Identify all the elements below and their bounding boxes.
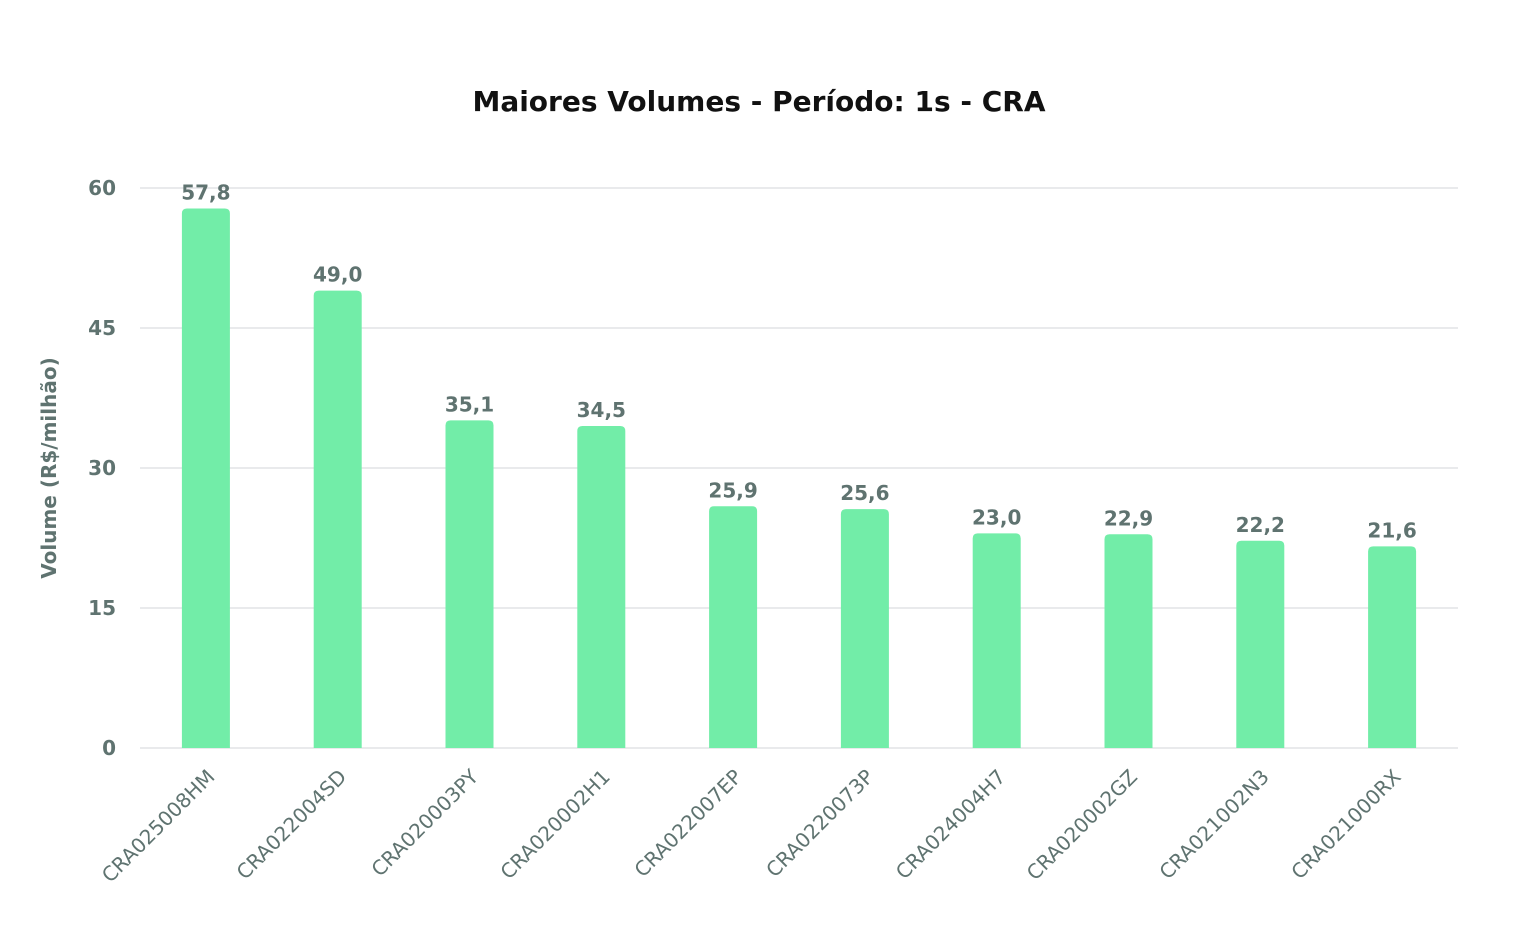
y-tick-label: 15 (88, 596, 116, 620)
x-tick-label: CRA020003PY (366, 764, 483, 881)
y-axis-ticks: 0 15 30 45 60 (88, 176, 116, 760)
chart-title: Maiores Volumes - Período: 1s - CRA (472, 85, 1045, 118)
data-label: 21,6 (1367, 518, 1416, 542)
data-label: 25,6 (840, 481, 889, 505)
x-tick-label: CRA021002N3 (1155, 765, 1274, 884)
data-label: 49,0 (313, 263, 362, 287)
x-tick-label: CRA020002GZ (1022, 765, 1142, 885)
x-tick-label: CRA025008HM (97, 765, 220, 888)
x-tick-label: CRA0220073P (761, 765, 878, 882)
bars (181, 208, 1417, 749)
data-label: 22,9 (1104, 506, 1153, 530)
y-axis-label: Volume (R$/milhão) (37, 357, 61, 579)
x-tick-label: CRA022004SD (232, 765, 352, 885)
x-tick-label: CRA021000RX (1286, 764, 1405, 883)
data-label: 25,9 (708, 478, 757, 502)
bar (1236, 540, 1285, 748)
data-label: 22,2 (1236, 513, 1285, 537)
x-tick-label: CRA024004H7 (891, 765, 1010, 884)
bar (445, 420, 494, 748)
y-tick-label: 60 (88, 176, 116, 200)
bar (709, 506, 758, 748)
data-label: 23,0 (972, 505, 1021, 529)
x-tick-label: CRA020002H1 (495, 765, 614, 884)
bar (1104, 534, 1153, 748)
bar (972, 533, 1021, 748)
x-tick-label: CRA022007EP (629, 765, 746, 882)
x-axis-ticks: CRA025008HM CRA022004SD CRA020003PY CRA0200… (97, 764, 1406, 887)
y-tick-label: 45 (88, 316, 116, 340)
bar (181, 208, 230, 749)
data-label: 35,1 (445, 392, 494, 416)
y-tick-label: 30 (88, 456, 116, 480)
bar (577, 426, 626, 748)
bar (840, 509, 889, 748)
y-tick-label: 0 (102, 736, 116, 760)
data-label: 34,5 (577, 398, 626, 422)
data-labels: 57,8 49,0 35,1 34,5 25,9 25,6 23,0 22,9 22,2 21,6 (181, 181, 1417, 543)
bar (313, 290, 362, 748)
bar (1368, 546, 1417, 748)
data-label: 57,8 (181, 181, 230, 205)
